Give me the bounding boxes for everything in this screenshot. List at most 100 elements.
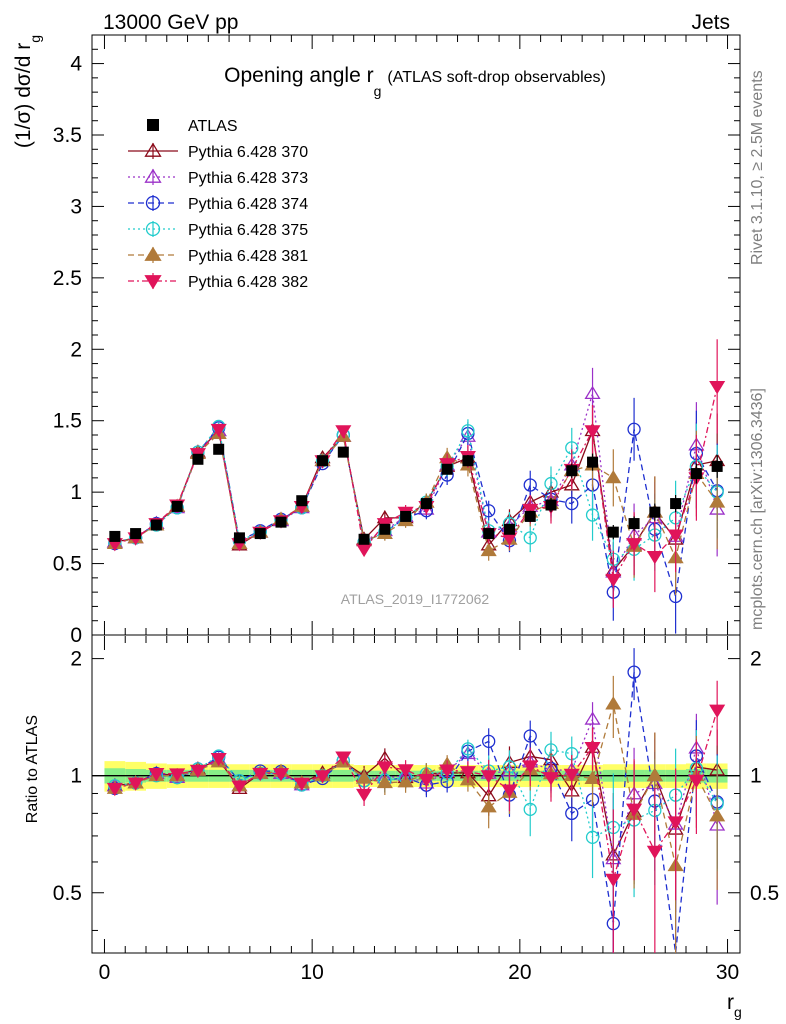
main-point [462, 455, 474, 467]
ratio-point [356, 788, 373, 803]
main-point [317, 455, 329, 467]
legend-label: Pythia 6.428 381 [188, 248, 308, 265]
ratio-point [523, 729, 537, 743]
legend-marker [144, 168, 162, 183]
main-series-line [114, 426, 718, 597]
main-point [523, 531, 537, 545]
main-point [523, 478, 537, 492]
ratio-point [523, 802, 537, 816]
main-point [605, 573, 622, 588]
series-pythia-6-428-373 [106, 367, 726, 601]
main-point [461, 424, 475, 438]
main-y-axis-label: (1/σ) dσ/d rg [12, 35, 43, 148]
main-point [646, 550, 663, 565]
legend-marker [144, 142, 162, 157]
main-point [711, 460, 723, 472]
main-y-tick-label: 3 [70, 195, 82, 218]
ratio-point [542, 772, 560, 786]
main-y-tick-label: 2.5 [53, 267, 82, 290]
main-point [358, 533, 370, 545]
main-point [441, 463, 453, 475]
ratio-point [169, 768, 186, 782]
ratio-point [397, 764, 414, 778]
legend-marker [147, 119, 159, 131]
main-y-tick-label: 0.5 [53, 553, 82, 576]
ratio-point [646, 767, 663, 782]
main-point [667, 529, 684, 543]
ratio-point [522, 760, 539, 774]
x-axis: 0 10 20 30 [99, 35, 739, 984]
ratio-point [709, 808, 726, 822]
ratio-point [584, 770, 601, 784]
ratio-point [189, 764, 206, 779]
chart-title-sub: g [374, 83, 382, 99]
ratio-point [356, 770, 373, 784]
main-series-layer [106, 339, 726, 634]
main-point [192, 453, 204, 465]
main-point [296, 495, 308, 507]
ratio-y-tick-label: 1 [70, 765, 82, 788]
main-point [275, 516, 287, 528]
rivet-label: Rivet 3.1.10, ≥ 2.5M events [749, 70, 766, 265]
ratio-point [418, 773, 435, 788]
x-tick-label: 20 [508, 961, 531, 984]
chart-title-main: Opening angle r [224, 64, 373, 87]
ratio-point [293, 777, 310, 791]
ratio-series-line [114, 672, 718, 954]
main-point [233, 532, 245, 544]
main-point [356, 543, 373, 558]
header-left: 13000 GeV pp [103, 11, 238, 34]
analysis-id: ATLAS_2019_I1772062 [341, 591, 490, 607]
legend-marker [144, 246, 162, 261]
ratio-point [688, 774, 705, 789]
main-point [607, 526, 619, 538]
chart-title: Opening angle rg (ATLAS soft-drop observa… [224, 64, 606, 99]
x-tick-label: 10 [300, 961, 323, 984]
ratio-point [626, 803, 643, 817]
main-point [400, 510, 412, 522]
ratio-point [563, 768, 580, 783]
ratio-point [584, 742, 601, 756]
legend-label: Pythia 6.428 374 [188, 196, 308, 213]
main-point [565, 496, 579, 511]
series-pythia-6-428-375 [108, 419, 724, 588]
ratio-point [646, 845, 663, 860]
ratio-point [627, 665, 641, 679]
ratio-point [565, 806, 579, 821]
main-point [627, 422, 641, 436]
ratio-point [605, 873, 622, 888]
main-point [690, 468, 702, 480]
ratio-y-tick-label: 0.5 [53, 882, 82, 905]
legend-marker [145, 195, 161, 211]
main-y-tick-label: 3.5 [53, 124, 82, 147]
ratio-series-layer [106, 648, 726, 954]
main-point [483, 528, 495, 540]
main-point [210, 423, 227, 438]
legend-entry: Pythia 6.428 370 [128, 142, 308, 161]
legend-marker [144, 275, 162, 290]
chart-title-note: (ATLAS soft-drop observables) [387, 69, 605, 86]
ratio-series-line [114, 716, 718, 860]
ratio-point [459, 766, 476, 780]
legend-label: ATLAS [188, 118, 238, 135]
main-point [150, 519, 162, 531]
main-series-line [114, 386, 718, 582]
ratio-point [480, 799, 497, 813]
main-point [709, 494, 726, 508]
x-tick-label: 30 [716, 961, 739, 984]
ratio-point [148, 768, 165, 782]
ratio-point [210, 752, 227, 767]
main-point [587, 456, 599, 468]
series-atlas [109, 443, 723, 545]
main-y-tick-label: 0 [70, 624, 82, 647]
main-point [213, 443, 225, 455]
ratio-y-tick-label-right: 0.5 [750, 882, 779, 905]
legend-label: Pythia 6.428 373 [188, 170, 308, 187]
ratio-point [439, 764, 456, 778]
main-y-tick-label: 1.5 [53, 410, 82, 433]
ratio-y-tick-label-right: 1 [750, 765, 762, 788]
legend-entry: ATLAS [147, 118, 238, 135]
ratio-series-line [114, 709, 718, 880]
main-point [420, 498, 432, 510]
